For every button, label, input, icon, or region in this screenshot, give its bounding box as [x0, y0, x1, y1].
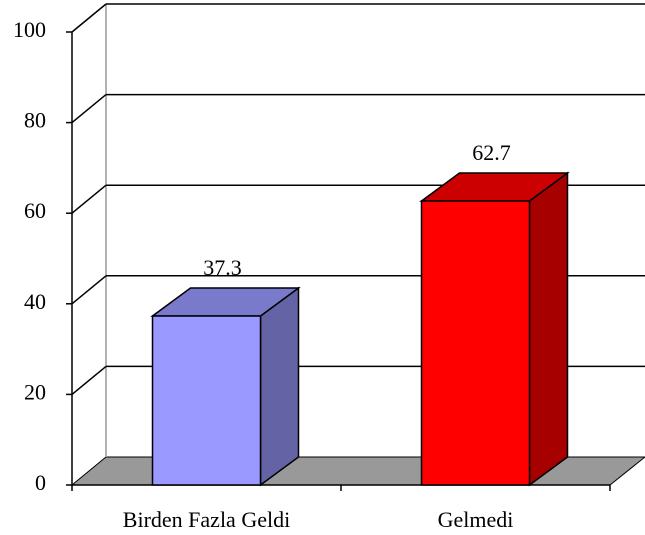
y-tick-label: 0 — [35, 470, 46, 495]
y-tick-label: 20 — [24, 379, 46, 404]
grid-line — [71, 94, 107, 124]
y-tick-label: 80 — [24, 108, 46, 133]
y-tick-label: 100 — [13, 17, 46, 42]
grid-line — [71, 275, 107, 305]
bar-side — [259, 286, 300, 487]
grid-line — [71, 3, 107, 33]
x-tick-label: Birden Fazla Geldi — [123, 507, 290, 532]
bar-side — [528, 171, 569, 487]
value-label: 37.3 — [203, 255, 242, 280]
x-tick-label: Gelmedi — [438, 507, 514, 532]
grid-line — [71, 184, 107, 214]
value-label: 62.7 — [472, 140, 511, 165]
y-tick-label: 40 — [24, 289, 46, 314]
bar — [420, 200, 531, 486]
grid-line — [71, 365, 107, 395]
y-tick-label: 60 — [24, 198, 46, 223]
bar — [151, 315, 262, 486]
